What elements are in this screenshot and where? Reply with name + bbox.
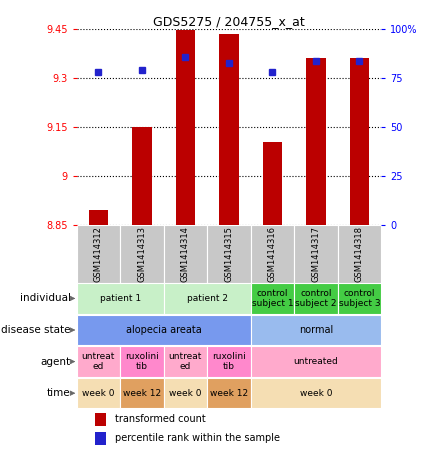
Text: patient 2: patient 2 — [187, 294, 228, 303]
Bar — [219, 34, 239, 225]
Bar — [207, 347, 251, 377]
Bar — [95, 413, 106, 425]
Text: control
subject 2: control subject 2 — [295, 289, 336, 308]
Text: control
subject 1: control subject 1 — [251, 289, 293, 308]
Text: week 12: week 12 — [210, 389, 248, 398]
Text: individual: individual — [20, 294, 71, 304]
Bar — [294, 283, 338, 313]
Bar — [164, 347, 207, 377]
Text: agent: agent — [40, 357, 71, 366]
Bar — [251, 347, 381, 377]
Bar — [120, 378, 164, 408]
Text: week 0: week 0 — [300, 389, 332, 398]
Bar — [262, 142, 282, 225]
Bar — [120, 225, 164, 283]
Bar — [77, 378, 120, 408]
Bar — [207, 378, 251, 408]
Text: week 12: week 12 — [123, 389, 161, 398]
Text: untreat
ed: untreat ed — [82, 352, 115, 371]
Bar — [294, 225, 338, 283]
Bar — [132, 127, 152, 225]
Text: GSM1414318: GSM1414318 — [355, 226, 364, 282]
Text: week 0: week 0 — [169, 389, 201, 398]
Text: untreated: untreated — [293, 357, 338, 366]
Bar — [251, 283, 294, 313]
Text: disease state: disease state — [1, 325, 71, 335]
Text: patient 1: patient 1 — [99, 294, 141, 303]
Bar — [77, 315, 251, 345]
Text: GSM1414317: GSM1414317 — [311, 226, 320, 282]
Text: ruxolini
tib: ruxolini tib — [125, 352, 159, 371]
Bar — [77, 225, 120, 283]
Bar — [350, 58, 369, 225]
Bar — [77, 283, 164, 313]
Bar — [77, 347, 120, 377]
Text: transformed count: transformed count — [115, 414, 206, 424]
Text: time: time — [47, 388, 71, 398]
Text: control
subject 3: control subject 3 — [339, 289, 380, 308]
Text: week 0: week 0 — [82, 389, 115, 398]
Text: GSM1414312: GSM1414312 — [94, 226, 103, 281]
Bar — [338, 283, 381, 313]
Bar — [164, 378, 207, 408]
Bar — [164, 283, 251, 313]
Bar — [338, 225, 381, 283]
Bar — [95, 432, 106, 444]
Text: normal: normal — [299, 325, 333, 335]
Text: untreat
ed: untreat ed — [169, 352, 202, 371]
Text: GSM1414314: GSM1414314 — [181, 226, 190, 281]
Text: GSM1414315: GSM1414315 — [224, 226, 233, 281]
Bar — [251, 315, 381, 345]
Bar — [176, 30, 195, 225]
Bar — [120, 347, 164, 377]
Bar — [207, 225, 251, 283]
Text: ruxolini
tib: ruxolini tib — [212, 352, 246, 371]
Bar — [88, 210, 108, 225]
Text: alopecia areata: alopecia areata — [126, 325, 201, 335]
Bar — [251, 378, 381, 408]
Bar — [251, 225, 294, 283]
Title: GDS5275 / 204755_x_at: GDS5275 / 204755_x_at — [153, 15, 305, 28]
Bar — [164, 225, 207, 283]
Text: GSM1414313: GSM1414313 — [138, 226, 146, 282]
Bar — [306, 58, 325, 225]
Text: GSM1414316: GSM1414316 — [268, 226, 277, 282]
Text: percentile rank within the sample: percentile rank within the sample — [115, 433, 280, 443]
